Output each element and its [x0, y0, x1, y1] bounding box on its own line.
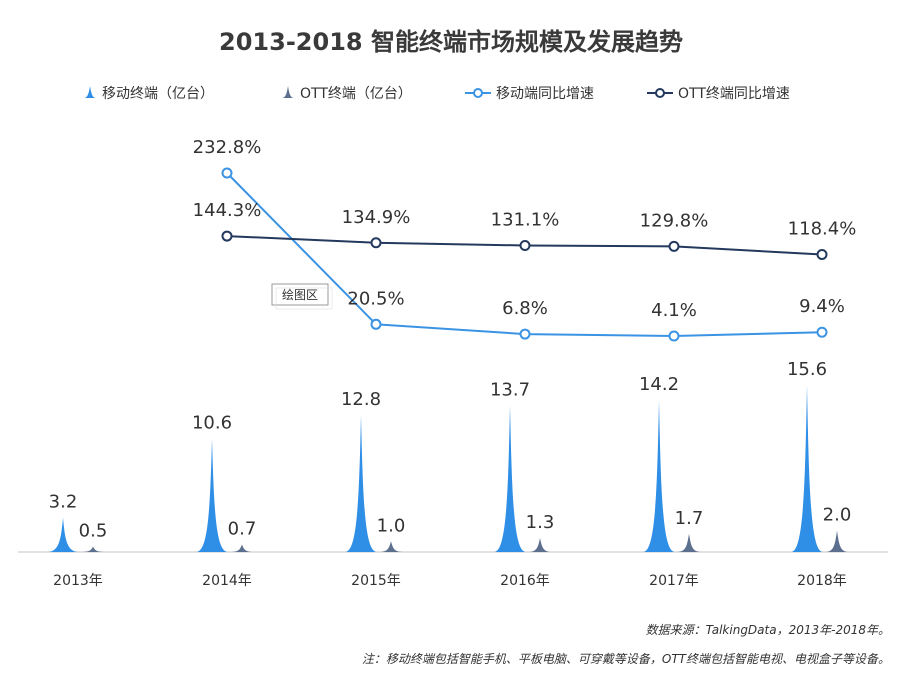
mobile-growth-label: 9.4%: [799, 296, 845, 317]
mobile-growth-point-2018年: [816, 326, 828, 338]
legend-swatch-spike: [84, 86, 96, 98]
ott-growth-point-2014年: [221, 230, 233, 242]
legend-item-4: OTT终端同比增速: [647, 86, 790, 102]
ott-growth-label: 134.9%: [342, 207, 411, 228]
legend-item-1: 移动终端（亿台）: [84, 86, 214, 102]
ott-value-label: 1.0: [377, 515, 406, 536]
mobile-growth-point-2017年: [668, 330, 680, 342]
legend-label: OTT终端（亿台）: [300, 86, 412, 102]
ott-growth-label: 131.1%: [491, 209, 560, 230]
ott-value-label: 1.7: [675, 508, 704, 529]
ott-spike-2016年: [528, 538, 552, 552]
legend-label: OTT终端同比增速: [678, 86, 790, 102]
x-tick-label: 2015年: [351, 573, 401, 589]
plot-area-tag: 绘图区: [271, 283, 333, 310]
x-axis-ticks: 2013年 2014年 2015年 2016年 2017年 2018年: [53, 573, 847, 589]
ott-value-label: 2.0: [823, 505, 852, 526]
legend-swatch-marker: [655, 88, 665, 98]
ott-value-label: 0.7: [228, 519, 257, 540]
mobile-spike-2014年: [196, 438, 228, 552]
data-labels: 3.2 10.6 12.8 13.7 14.2 15.6 0.5 0.7 1.0 1.3 1.7 2.…: [49, 137, 857, 542]
ott-spike-2018年: [825, 530, 849, 552]
ott-spike-2015年: [379, 541, 403, 552]
legend-item-2: OTT终端（亿台）: [282, 86, 412, 102]
ott-value-label: 0.5: [79, 521, 108, 542]
mobile-spike-2016年: [494, 405, 526, 552]
ott-spike-2014年: [230, 544, 254, 552]
mobile-spike-2013年: [47, 517, 79, 552]
x-tick-label: 2013年: [53, 573, 103, 589]
footnote: 注：移动终端包括智能手机、平板电脑、可穿戴等设备，OTT终端包括智能电视、电视盒…: [362, 652, 890, 666]
spike-series: [47, 385, 849, 552]
ott-growth-point-2015年: [370, 237, 382, 249]
mobile-value-label: 15.6: [787, 359, 827, 380]
ott-value-label: 1.3: [526, 512, 555, 533]
ott-growth-point-2017年: [668, 240, 680, 252]
x-tick-label: 2017年: [649, 573, 699, 589]
legend-label: 移动端同比增速: [496, 86, 594, 102]
x-tick-label: 2018年: [797, 573, 847, 589]
ott-growth-point-2018年: [816, 249, 828, 261]
mobile-spike-2017年: [643, 399, 675, 552]
mobile-growth-label: 6.8%: [502, 298, 548, 319]
mobile-growth-label: 20.5%: [347, 288, 404, 309]
line-series: [221, 167, 828, 342]
mobile-growth-point-2016年: [519, 328, 531, 340]
plot-area-tag-label: 绘图区: [282, 287, 318, 302]
x-tick-label: 2016年: [500, 573, 550, 589]
ott-growth-label: 144.3%: [193, 200, 262, 221]
mobile-spike-2018年: [791, 385, 823, 552]
ott-growth-label: 118.4%: [788, 219, 857, 240]
chart-title: 2013-2018 智能终端市场规模及发展趋势: [219, 28, 683, 56]
mobile-growth-point-2015年: [370, 318, 382, 330]
mobile-value-label: 14.2: [639, 374, 679, 395]
mobile-spike-2015年: [345, 414, 377, 552]
legend-label: 移动终端（亿台）: [102, 86, 214, 102]
ott-spike-2017年: [677, 533, 701, 552]
ott-spike-2013年: [81, 546, 105, 552]
mobile-growth-label: 4.1%: [651, 300, 697, 321]
mobile-growth-label: 232.8%: [193, 137, 262, 158]
ott-growth-point-2016年: [519, 239, 531, 251]
legend-item-3: 移动端同比增速: [465, 86, 594, 102]
mobile-growth-point-2014年: [221, 167, 233, 179]
legend: 移动终端（亿台） OTT终端（亿台） 移动端同比增速 OTT终端同比增速: [84, 86, 790, 102]
source-note: 数据来源：TalkingData，2013年-2018年。: [646, 623, 890, 637]
ott-growth-label: 129.8%: [640, 210, 709, 231]
mobile-value-label: 13.7: [490, 379, 530, 400]
x-tick-label: 2014年: [202, 573, 252, 589]
mobile-value-label: 12.8: [341, 389, 381, 410]
mobile-value-label: 3.2: [49, 492, 78, 513]
legend-swatch-spike: [282, 86, 294, 98]
mobile-value-label: 10.6: [192, 413, 232, 434]
legend-swatch-marker: [473, 88, 483, 98]
